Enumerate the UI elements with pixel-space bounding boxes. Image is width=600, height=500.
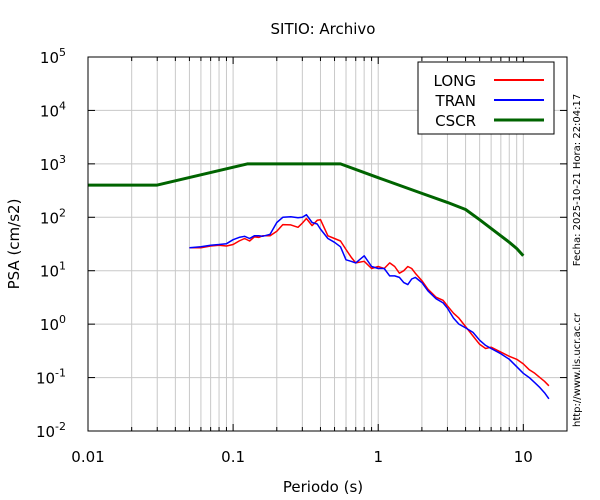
series-line-cscr <box>88 162 525 257</box>
y-tick-label: 105 <box>40 46 66 67</box>
date-time-stamp: Fecha: 2025-10-21 Hora: 22:04:17 <box>572 94 583 267</box>
x-tick-label: 1 <box>373 448 383 466</box>
x-tick-label: 0.1 <box>221 448 245 466</box>
y-tick-label: 100 <box>40 313 66 334</box>
x-tick-labels: 0.01 0.1 1 10 <box>71 448 533 466</box>
series-line-long <box>189 217 550 387</box>
y-axis-label: PSA (cm/s2) <box>5 199 23 290</box>
grid-lines <box>87 56 568 432</box>
legend-label-long: LONG <box>434 72 476 90</box>
chart-title: SITIO: Archivo <box>271 20 376 38</box>
plot-frame <box>87 56 568 432</box>
y-tick-labels: 10-2 10-1 100 101 102 103 104 105 <box>36 46 66 441</box>
lis-url: http://www.lis.ucr.ac.cr <box>572 312 583 427</box>
y-tick-label: 101 <box>40 260 66 281</box>
y-tick-label: 103 <box>40 153 66 174</box>
legend-label-cscr: CSCR <box>435 112 476 130</box>
y-tick-label: 104 <box>40 99 66 120</box>
y-tick-label: 10-2 <box>36 420 66 441</box>
y-tick-label: 10-1 <box>36 367 66 388</box>
legend: LONG TRAN CSCR <box>417 61 555 135</box>
x-tick-label: 10 <box>514 448 533 466</box>
y-tick-label: 102 <box>40 206 66 227</box>
x-axis-label: Periodo (s) <box>283 478 363 496</box>
series-layer <box>88 162 550 400</box>
x-tick-label: 0.01 <box>71 448 104 466</box>
legend-label-tran: TRAN <box>435 92 476 110</box>
legend-box <box>417 61 555 135</box>
series-line-tran <box>189 213 550 400</box>
